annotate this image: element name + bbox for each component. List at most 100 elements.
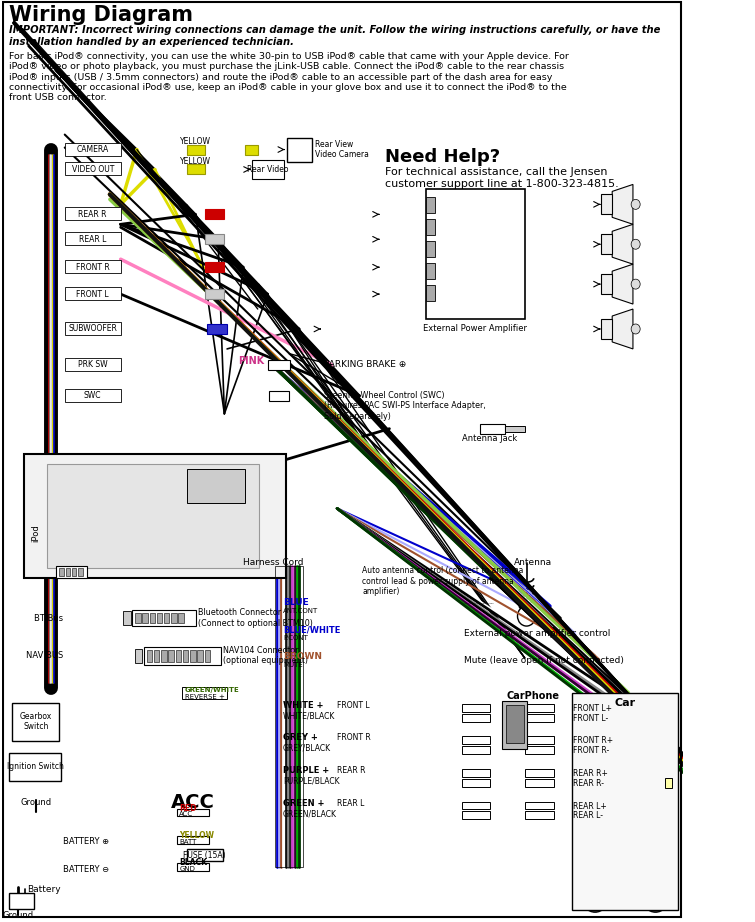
- Text: PRK SW: PRK SW: [78, 361, 107, 370]
- Circle shape: [211, 485, 214, 489]
- Circle shape: [589, 891, 602, 904]
- Text: GREEN/WHITE: GREEN/WHITE: [185, 687, 239, 692]
- Bar: [479, 424, 505, 433]
- Circle shape: [222, 475, 225, 479]
- Bar: [142, 613, 148, 623]
- Bar: [186, 468, 245, 503]
- Text: REAR R: REAR R: [79, 210, 107, 219]
- Circle shape: [631, 324, 640, 334]
- Text: FRONT R: FRONT R: [76, 263, 109, 272]
- Bar: [186, 164, 205, 174]
- Bar: [461, 714, 491, 722]
- Text: Car: Car: [615, 698, 636, 708]
- Bar: [461, 736, 491, 744]
- Bar: [426, 285, 435, 301]
- Bar: [205, 234, 224, 244]
- Bar: [525, 778, 553, 786]
- Text: BLUE: BLUE: [283, 598, 309, 608]
- Circle shape: [233, 485, 236, 489]
- Bar: [65, 389, 121, 402]
- Text: For basic iPod® connectivity, you can use the white 30-pin to USB iPod® cable th: For basic iPod® connectivity, you can us…: [9, 52, 569, 102]
- Text: REAR L+: REAR L+: [572, 801, 606, 810]
- Circle shape: [205, 475, 209, 479]
- Text: GND: GND: [179, 867, 195, 872]
- Text: REAR R: REAR R: [337, 765, 365, 774]
- Circle shape: [122, 494, 162, 538]
- Circle shape: [200, 485, 203, 489]
- Bar: [149, 613, 155, 623]
- Bar: [168, 650, 174, 662]
- Text: YELLOW: YELLOW: [180, 136, 211, 146]
- Bar: [132, 610, 196, 626]
- Bar: [65, 358, 121, 371]
- Circle shape: [511, 704, 519, 713]
- Text: Auto antenna control (connect to antenna
control lead & power supply of antenna
: Auto antenna control (connect to antenna…: [362, 566, 524, 596]
- Circle shape: [631, 240, 640, 249]
- Bar: [287, 137, 312, 161]
- Circle shape: [217, 485, 220, 489]
- Bar: [426, 263, 435, 279]
- Bar: [426, 242, 435, 257]
- Bar: [461, 801, 491, 810]
- Bar: [525, 746, 553, 753]
- Text: Gearbox
Switch: Gearbox Switch: [20, 712, 52, 731]
- Bar: [65, 207, 121, 220]
- Text: BATTERY ⊖: BATTERY ⊖: [63, 866, 109, 874]
- Text: Steering Wheel Control (SWC)
(Requires PAC SWI-PS Interface Adapter,
Sold Separa: Steering Wheel Control (SWC) (Requires P…: [324, 391, 485, 420]
- Bar: [252, 160, 284, 180]
- Bar: [205, 290, 224, 299]
- Bar: [506, 704, 524, 743]
- Text: REVERSE +: REVERSE +: [185, 694, 224, 700]
- Text: Rear Video: Rear Video: [247, 165, 288, 174]
- Bar: [186, 145, 205, 155]
- Circle shape: [211, 475, 214, 479]
- Circle shape: [642, 882, 669, 912]
- Circle shape: [227, 475, 230, 479]
- Bar: [135, 649, 142, 663]
- Text: ACC: ACC: [171, 793, 215, 811]
- Polygon shape: [612, 265, 633, 304]
- Bar: [664, 777, 672, 787]
- Bar: [9, 893, 34, 909]
- Text: Wiring Diagram: Wiring Diagram: [9, 5, 193, 25]
- Text: BATT: BATT: [179, 839, 196, 845]
- Polygon shape: [579, 750, 673, 897]
- Bar: [525, 769, 553, 776]
- Text: ACC: ACC: [179, 811, 193, 818]
- Circle shape: [581, 882, 609, 912]
- Text: IMPORTANT: Incorrect wiring connections can damage the unit. Follow the wiring i: IMPORTANT: Incorrect wiring connections …: [9, 25, 660, 46]
- Text: WHITE/BLACK: WHITE/BLACK: [283, 712, 335, 721]
- Text: Rear View
Video Camera: Rear View Video Camera: [315, 139, 368, 159]
- Circle shape: [200, 475, 203, 479]
- Text: GREEN/BLACK: GREEN/BLACK: [283, 810, 337, 819]
- Text: BATTERY ⊕: BATTERY ⊕: [63, 837, 109, 846]
- Text: GREEN +: GREEN +: [283, 798, 325, 808]
- Text: For technical assistance, call the Jensen
customer support line at 1-800-323-481: For technical assistance, call the Jense…: [385, 168, 618, 189]
- Bar: [65, 260, 121, 273]
- Text: BROWN: BROWN: [283, 652, 322, 661]
- Bar: [525, 801, 553, 810]
- Text: Ignition Switch: Ignition Switch: [7, 762, 63, 771]
- Bar: [65, 162, 121, 175]
- Bar: [164, 613, 169, 623]
- Text: WHITE +: WHITE +: [283, 701, 323, 710]
- Text: REAR R+: REAR R+: [572, 769, 607, 777]
- Polygon shape: [612, 184, 633, 224]
- Bar: [65, 322, 121, 335]
- Circle shape: [205, 485, 209, 489]
- Text: GREY/BLACK: GREY/BLACK: [283, 744, 331, 752]
- Text: FRONT R-: FRONT R-: [572, 746, 609, 755]
- Bar: [572, 692, 678, 910]
- Bar: [60, 568, 64, 576]
- Text: BT Bus: BT Bus: [34, 613, 63, 622]
- Bar: [602, 274, 612, 294]
- Circle shape: [631, 279, 640, 290]
- Bar: [177, 836, 209, 845]
- Text: PURPLE/BLACK: PURPLE/BLACK: [283, 776, 340, 786]
- Circle shape: [195, 475, 198, 479]
- Circle shape: [217, 475, 220, 479]
- Text: iPod: iPod: [32, 525, 40, 542]
- Circle shape: [233, 475, 236, 479]
- Bar: [275, 566, 304, 868]
- Bar: [182, 687, 227, 699]
